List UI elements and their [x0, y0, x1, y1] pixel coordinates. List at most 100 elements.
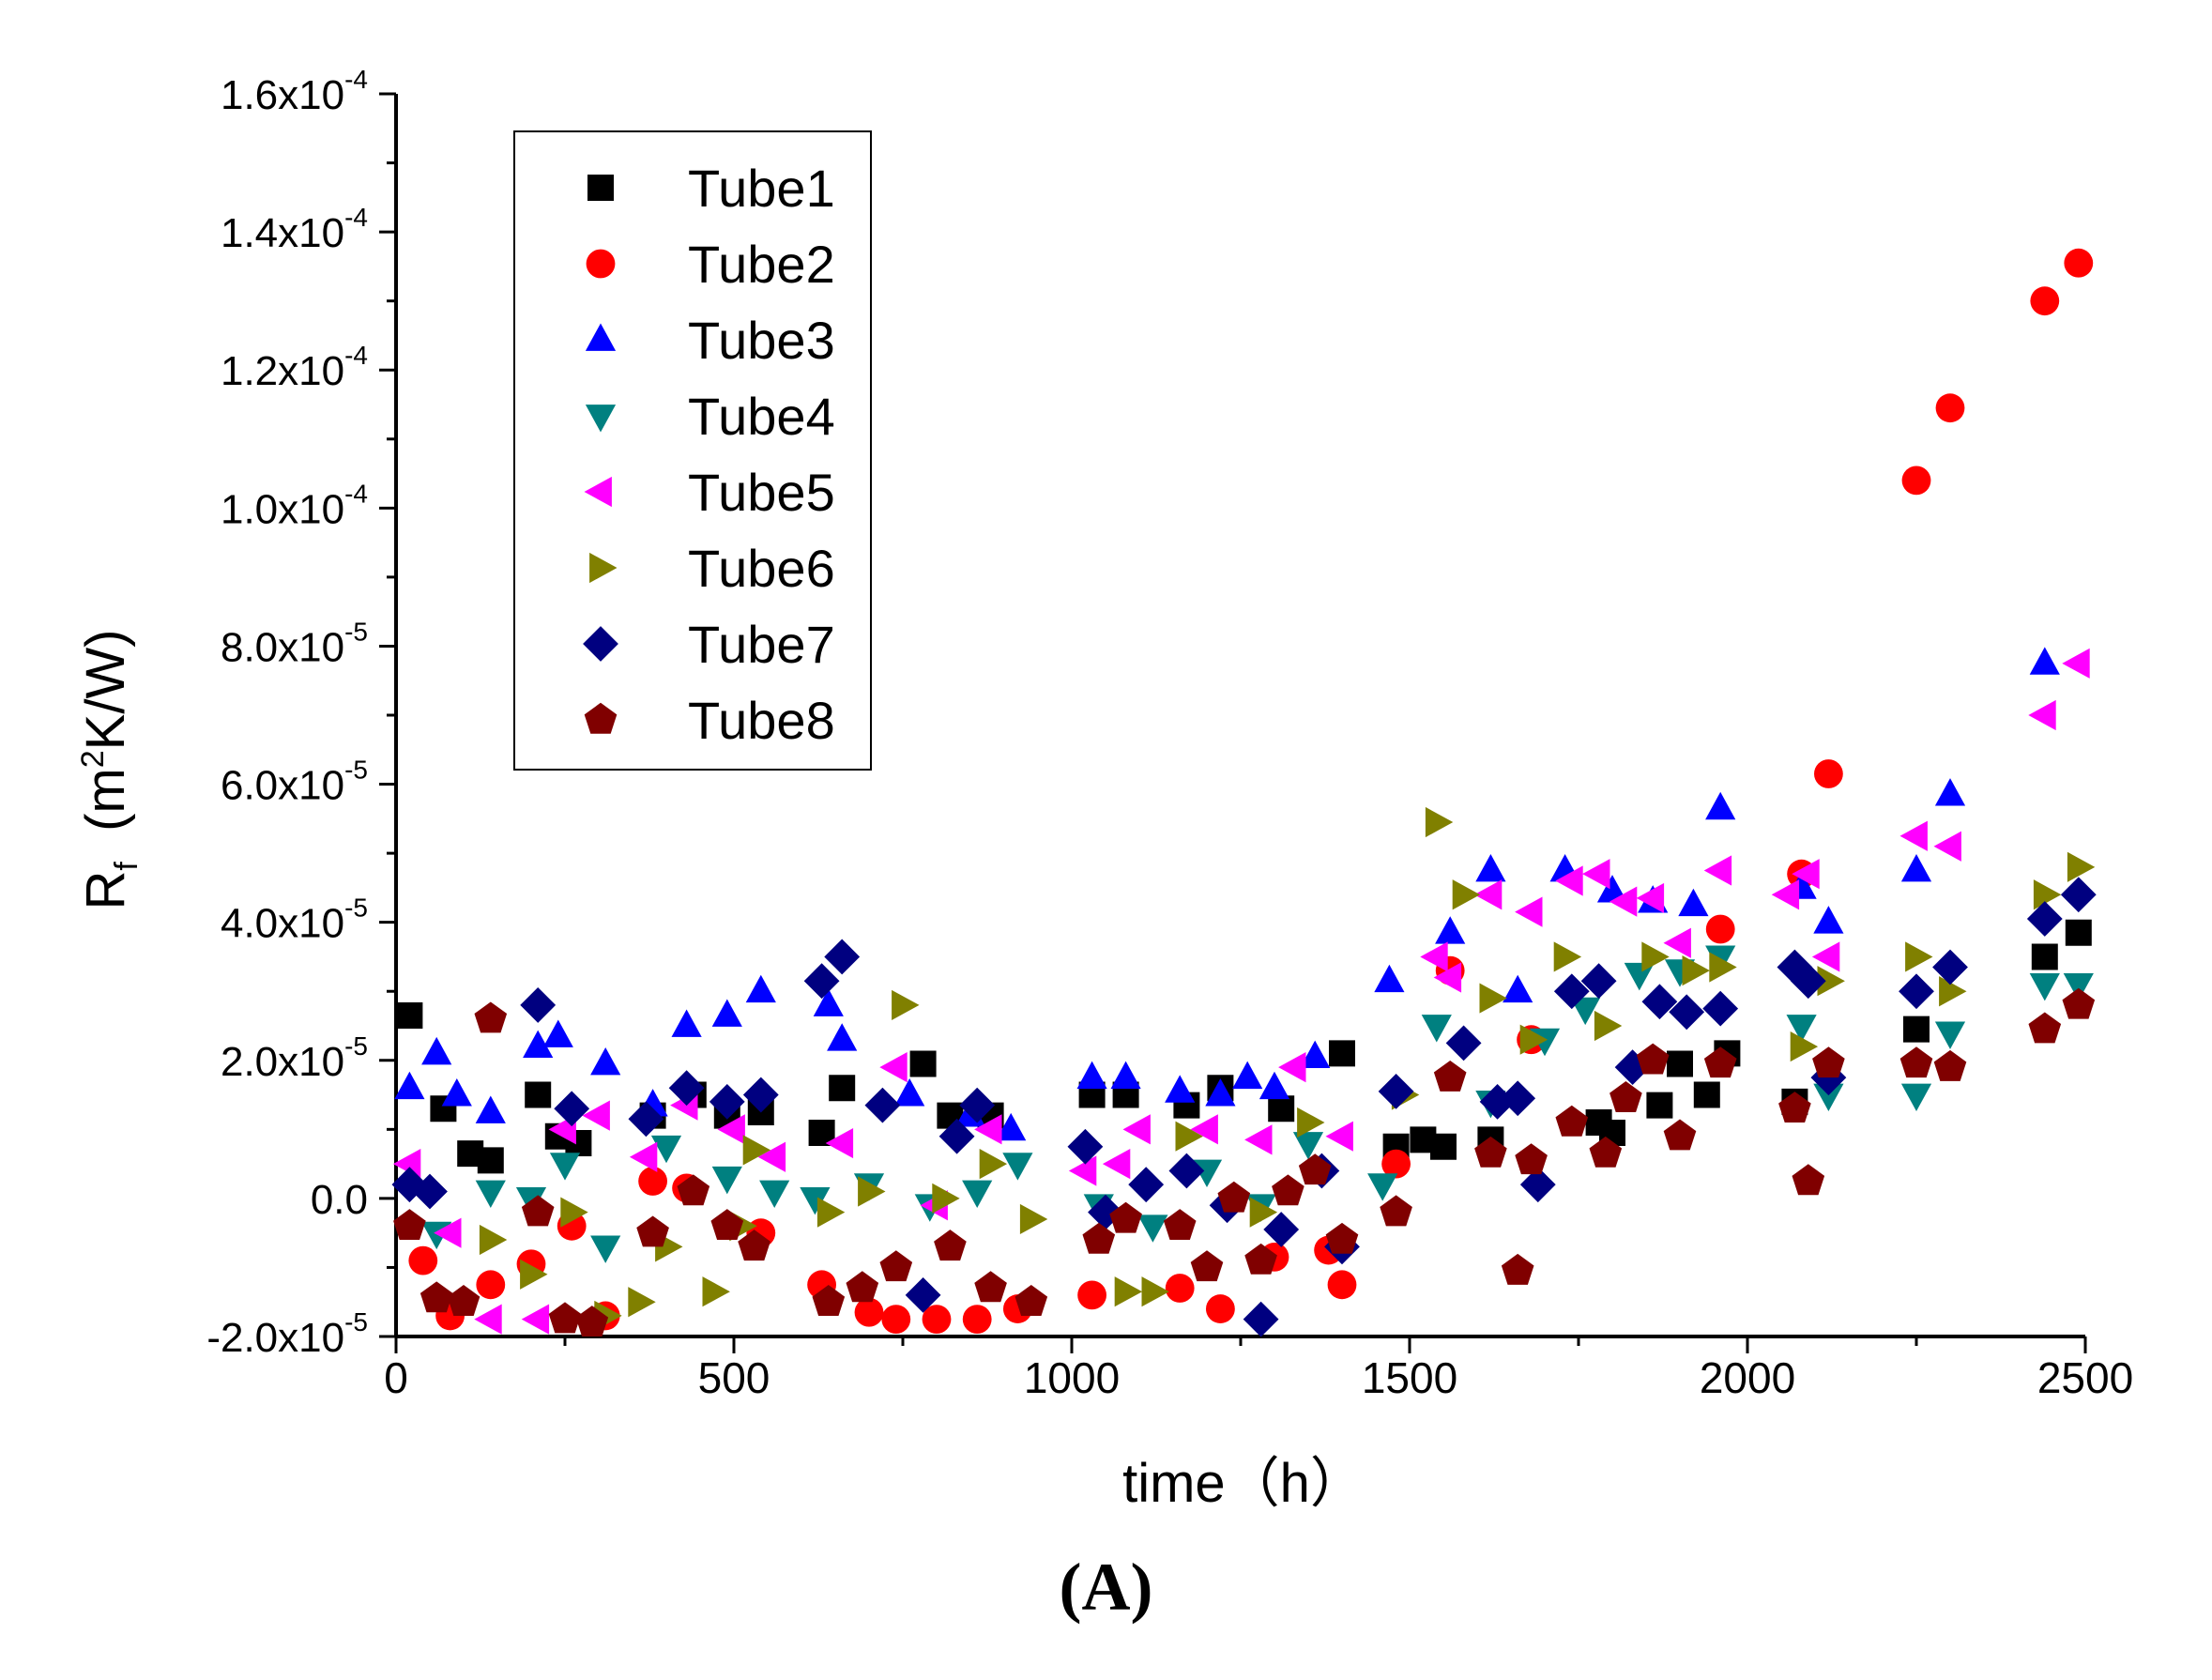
tube6-point	[892, 989, 920, 1021]
tube6-point	[520, 1259, 548, 1290]
tube6-point	[702, 1276, 730, 1307]
tube6-point	[2067, 851, 2096, 882]
tube5-point	[1068, 1155, 1097, 1186]
tube8-point	[1515, 1143, 1548, 1175]
tube4-point	[2063, 972, 2094, 1001]
tube8-point	[1082, 1222, 1116, 1254]
tube2-point	[881, 1305, 911, 1335]
tube8-point	[879, 1250, 913, 1282]
tube3-point	[996, 1112, 1027, 1141]
tube8-point	[636, 1215, 669, 1247]
y-axis-label: Rf (m2K/W)	[75, 630, 145, 910]
tube4-point	[650, 1135, 682, 1164]
panel-label: (A)	[1059, 1550, 1153, 1625]
tube3-point	[441, 1078, 472, 1107]
tube1-point	[1667, 1050, 1693, 1077]
tube1-point	[477, 1147, 504, 1174]
tube8-point	[1325, 1222, 1359, 1254]
tube4-point	[1421, 1015, 1452, 1043]
tube6-point	[1905, 941, 1933, 972]
tube6-point	[560, 1197, 588, 1228]
tube1-point	[808, 1120, 835, 1147]
tube3-point	[475, 1095, 506, 1123]
tube6-point	[1553, 941, 1582, 972]
tube3-point	[1813, 906, 1844, 934]
tube2-point	[638, 1167, 667, 1196]
tube6-point	[1114, 1276, 1143, 1307]
tube6-point	[1175, 1121, 1203, 1152]
tube8-point	[447, 1285, 481, 1316]
tube5-point	[1102, 1149, 1131, 1180]
tube4-point	[590, 1235, 621, 1263]
tube3-point	[2029, 647, 2060, 675]
tube1-point	[909, 1050, 937, 1077]
tube3-point	[590, 1046, 621, 1076]
tube5-point	[521, 1304, 550, 1335]
tube2-point	[476, 1270, 506, 1300]
tube8-point	[474, 1001, 508, 1033]
tube2-point	[1901, 466, 1931, 496]
tube7-point	[803, 963, 840, 1000]
legend-label-tube3: Tube3	[688, 311, 835, 370]
legend-label-tube2: Tube2	[688, 235, 835, 294]
y-tick-label: 4.0x10-5	[221, 893, 368, 947]
tube5-point	[757, 1141, 786, 1172]
tube7-point	[709, 1084, 745, 1120]
tube2-point	[854, 1297, 884, 1327]
tube7-point	[959, 1087, 996, 1123]
tube7-point	[1445, 1025, 1482, 1061]
x-tick-label: 1500	[1362, 1353, 1457, 1402]
tube6-point	[858, 1176, 886, 1207]
tube8-point	[1589, 1136, 1623, 1168]
tube4-point	[1624, 962, 1655, 991]
tube5-point	[1811, 941, 1840, 972]
tube6-point	[1682, 955, 1710, 986]
tube8-point	[1555, 1105, 1589, 1137]
tube5-point	[1636, 882, 1665, 914]
tube2-point	[1165, 1274, 1195, 1303]
tube6-point	[1790, 1031, 1819, 1062]
tube2-point	[1705, 914, 1735, 944]
legend-marker-tube6	[589, 552, 618, 584]
tube8-point	[1636, 1043, 1670, 1075]
tube8-point	[521, 1195, 555, 1227]
tube7-point	[1067, 1128, 1104, 1165]
tube3-point	[745, 974, 776, 1003]
tube7-point	[1500, 1080, 1536, 1117]
tube8-point	[1298, 1153, 1332, 1185]
tube3-point	[1165, 1075, 1196, 1103]
tube6-point	[1594, 1010, 1623, 1042]
tube8-point	[1703, 1046, 1737, 1078]
tube3-point	[394, 1071, 425, 1100]
tube3-point	[1475, 854, 1506, 882]
legend-label-tube1: Tube1	[688, 159, 835, 218]
tube8-point	[710, 1209, 744, 1241]
tube7-point	[1790, 963, 1826, 1000]
tube7-point	[412, 1173, 448, 1210]
tube8-point	[548, 1302, 582, 1334]
tube7-point	[2060, 877, 2097, 913]
tube4-point	[1934, 1021, 1966, 1049]
tube6-point	[1019, 1203, 1048, 1235]
tube8-point	[1812, 1046, 1845, 1078]
tube8-point	[1109, 1201, 1142, 1233]
tube7-point	[2026, 901, 2063, 937]
tube8-point	[738, 1229, 770, 1261]
y-tick-label: 1.2x10-4	[221, 341, 368, 394]
tube4-point	[1813, 1083, 1844, 1112]
tube8-point	[846, 1271, 879, 1303]
tube3-point	[542, 1019, 573, 1047]
tube6-point	[979, 1149, 1008, 1180]
tube5-point	[1244, 1124, 1273, 1155]
data-points	[391, 248, 2097, 1337]
tube5-point	[1325, 1121, 1353, 1152]
tube6-point	[479, 1224, 508, 1256]
tube3-point	[813, 988, 844, 1016]
tube5-point	[1555, 865, 1583, 896]
tube6-point	[1249, 1197, 1278, 1228]
tube1-point	[1329, 1040, 1355, 1067]
tube6-point	[1479, 983, 1507, 1014]
tube1-point	[1268, 1095, 1295, 1123]
tube6-point	[1297, 1107, 1325, 1138]
tube1-point	[1646, 1092, 1673, 1119]
